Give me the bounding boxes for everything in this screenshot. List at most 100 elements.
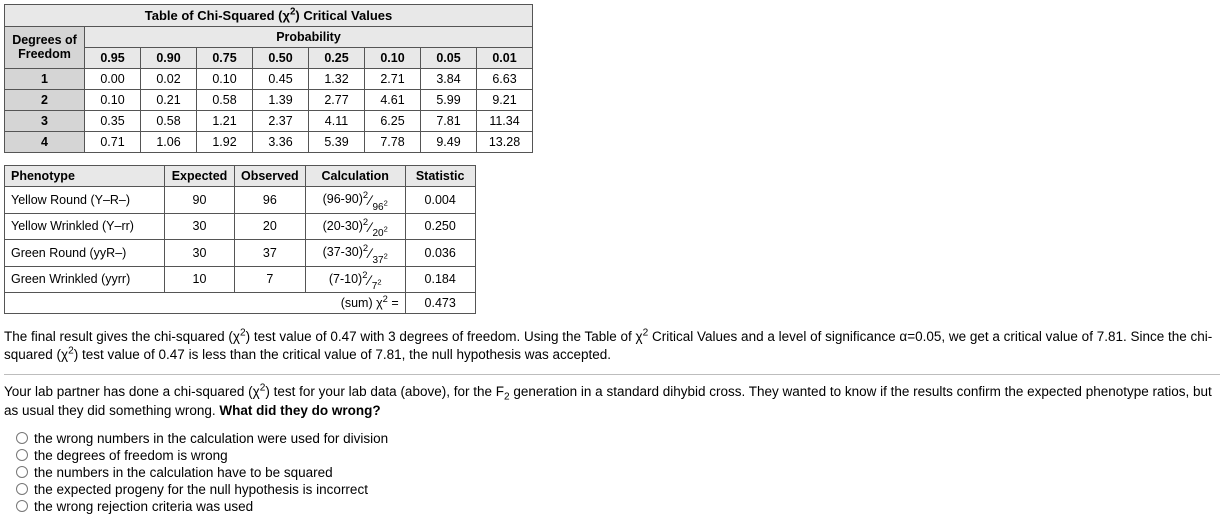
crit-table-title: Table of Chi-Squared (χ2) Critical Value…: [5, 5, 533, 27]
phenotype-calculation-table: Phenotype Expected Observed Calculation …: [4, 165, 476, 314]
crit-value-cell: 11.34: [477, 111, 533, 132]
crit-value-cell: 0.71: [85, 132, 141, 153]
phenotype-name-cell: Yellow Wrinkled (Y–rr): [5, 213, 165, 240]
observed-cell: 7: [235, 266, 306, 293]
phenotype-name-cell: Yellow Round (Y–R–): [5, 187, 165, 214]
statistic-cell: 0.250: [405, 213, 475, 240]
table-row: Yellow Wrinkled (Y–rr)3020(20-30)2∕2020.…: [5, 213, 476, 240]
radio-icon[interactable]: [16, 432, 28, 444]
para1-a: The final result gives the chi-squared (…: [4, 329, 240, 344]
calculation-cell: (7-10)2∕72: [305, 266, 405, 293]
sum-label-pre: (sum) χ: [341, 296, 383, 310]
crit-value-cell: 2.37: [253, 111, 309, 132]
col-header-observed: Observed: [235, 166, 306, 187]
crit-value-cell: 7.78: [365, 132, 421, 153]
probability-header-0.90: 0.90: [141, 48, 197, 69]
expected-cell: 30: [165, 213, 235, 240]
phenotype-name-cell: Green Wrinkled (yyrr): [5, 266, 165, 293]
crit-row-dof-1: 10.000.020.100.451.322.713.846.63: [5, 69, 533, 90]
crit-value-cell: 1.06: [141, 132, 197, 153]
crit-value-cell: 9.21: [477, 90, 533, 111]
crit-value-cell: 0.21: [141, 90, 197, 111]
answer-options: the wrong numbers in the calculation wer…: [4, 430, 1220, 515]
answer-option-5[interactable]: the wrong rejection criteria was used: [16, 498, 1220, 515]
crit-value-cell: 0.58: [141, 111, 197, 132]
option-label: the degrees of freedom is wrong: [34, 448, 228, 463]
dof-cell: 3: [5, 111, 85, 132]
col-header-calculation: Calculation: [305, 166, 405, 187]
crit-value-cell: 0.35: [85, 111, 141, 132]
radio-icon[interactable]: [16, 483, 28, 495]
crit-value-cell: 1.92: [197, 132, 253, 153]
table-row: Green Round (yyR–)3037(37-30)2∕3720.036: [5, 240, 476, 267]
probability-headers-row: 0.950.900.750.500.250.100.050.01: [5, 48, 533, 69]
statistic-cell: 0.036: [405, 240, 475, 267]
question-bold: What did they do wrong?: [219, 403, 380, 418]
chi-squared-critical-values-table: Table of Chi-Squared (χ2) Critical Value…: [4, 4, 533, 153]
crit-value-cell: 7.81: [421, 111, 477, 132]
col-header-expected: Expected: [165, 166, 235, 187]
crit-value-cell: 1.32: [309, 69, 365, 90]
answer-option-3[interactable]: the numbers in the calculation have to b…: [16, 464, 1220, 481]
crit-value-cell: 3.36: [253, 132, 309, 153]
statistic-cell: 0.004: [405, 187, 475, 214]
crit-value-cell: 0.02: [141, 69, 197, 90]
observed-cell: 20: [235, 213, 306, 240]
radio-icon[interactable]: [16, 500, 28, 512]
calculation-cell: (20-30)2∕202: [305, 213, 405, 240]
sum-value-cell: 0.473: [405, 293, 475, 314]
crit-title-post: ) Critical Values: [295, 8, 392, 23]
dof-cell: 1: [5, 69, 85, 90]
phenotype-name-cell: Green Round (yyR–): [5, 240, 165, 267]
probability-header-0.75: 0.75: [197, 48, 253, 69]
crit-row-dof-4: 40.711.061.923.365.397.789.4913.28: [5, 132, 533, 153]
degrees-of-freedom-header: Degrees ofFreedom: [5, 27, 85, 69]
sum-label-cell: (sum) χ2 =: [5, 293, 406, 314]
crit-value-cell: 1.39: [253, 90, 309, 111]
answer-option-2[interactable]: the degrees of freedom is wrong: [16, 447, 1220, 464]
divider: [4, 374, 1220, 375]
crit-value-cell: 9.49: [421, 132, 477, 153]
radio-icon[interactable]: [16, 449, 28, 461]
statistic-cell: 0.184: [405, 266, 475, 293]
probability-header-0.10: 0.10: [365, 48, 421, 69]
calculation-cell: (37-30)2∕372: [305, 240, 405, 267]
expected-cell: 90: [165, 187, 235, 214]
crit-value-cell: 4.61: [365, 90, 421, 111]
crit-value-cell: 0.00: [85, 69, 141, 90]
crit-value-cell: 2.71: [365, 69, 421, 90]
option-label: the expected progeny for the null hypoth…: [34, 482, 368, 497]
explanation-paragraph: The final result gives the chi-squared (…: [4, 328, 1220, 364]
crit-value-cell: 0.58: [197, 90, 253, 111]
crit-value-cell: 6.25: [365, 111, 421, 132]
crit-value-cell: 6.63: [477, 69, 533, 90]
radio-icon[interactable]: [16, 466, 28, 478]
option-label: the wrong rejection criteria was used: [34, 499, 253, 514]
crit-value-cell: 13.28: [477, 132, 533, 153]
crit-title-pre: Table of Chi-Squared (χ: [145, 8, 290, 23]
crit-value-cell: 4.11: [309, 111, 365, 132]
answer-option-4[interactable]: the expected progeny for the null hypoth…: [16, 481, 1220, 498]
crit-value-cell: 5.39: [309, 132, 365, 153]
sum-label-post: =: [388, 296, 399, 310]
option-label: the wrong numbers in the calculation wer…: [34, 431, 388, 446]
probability-header-0.25: 0.25: [309, 48, 365, 69]
crit-value-cell: 1.21: [197, 111, 253, 132]
question-paragraph: Your lab partner has done a chi-squared …: [4, 383, 1220, 419]
option-label: the numbers in the calculation have to b…: [34, 465, 333, 480]
answer-option-1[interactable]: the wrong numbers in the calculation wer…: [16, 430, 1220, 447]
probability-header-0.01: 0.01: [477, 48, 533, 69]
crit-value-cell: 0.45: [253, 69, 309, 90]
para1-b: ) test value of 0.47 with 3 degrees of f…: [246, 329, 643, 344]
crit-row-dof-3: 30.350.581.212.374.116.257.8111.34: [5, 111, 533, 132]
probability-header-0.05: 0.05: [421, 48, 477, 69]
crit-value-cell: 5.99: [421, 90, 477, 111]
expected-cell: 10: [165, 266, 235, 293]
observed-cell: 37: [235, 240, 306, 267]
probability-header-0.95: 0.95: [85, 48, 141, 69]
para2-b: ) test for your lab data (above), for th…: [265, 384, 504, 399]
crit-value-cell: 0.10: [197, 69, 253, 90]
probability-header-0.50: 0.50: [253, 48, 309, 69]
col-header-phenotype: Phenotype: [5, 166, 165, 187]
crit-row-dof-2: 20.100.210.581.392.774.615.999.21: [5, 90, 533, 111]
